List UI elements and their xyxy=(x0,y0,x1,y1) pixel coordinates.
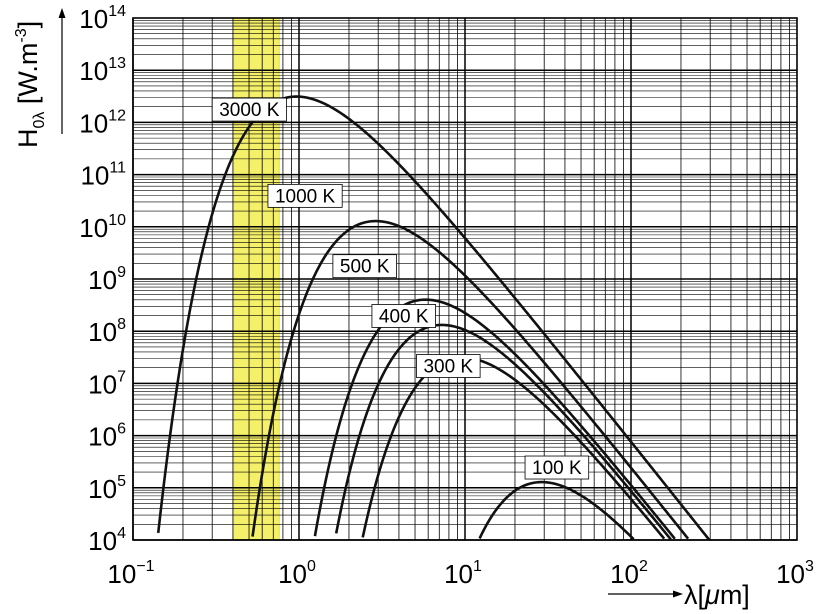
y-tick-exp: 4 xyxy=(117,525,126,542)
y-tick-base: 10 xyxy=(88,422,117,452)
x-tick-base: 10 xyxy=(278,559,307,589)
y-tick-exp: 5 xyxy=(117,473,126,490)
curve-label: 500 K xyxy=(332,254,397,279)
y-tick-base: 10 xyxy=(88,369,117,399)
y-tick-exp: 10 xyxy=(108,212,126,229)
x-tick-base: 10 xyxy=(107,559,136,589)
curve-label-text: 400 K xyxy=(379,306,429,327)
y-tick-base: 10 xyxy=(88,265,117,295)
x-tick-base: 10 xyxy=(444,559,473,589)
y-tick-exp: 6 xyxy=(117,421,126,438)
x-axis-arrow-head xyxy=(673,590,683,598)
x-tick-label: 101 xyxy=(444,558,482,589)
curve-label: 300 K xyxy=(416,354,481,378)
y-tick-label: 1012 xyxy=(79,107,126,138)
curve-label: 3000 K xyxy=(211,97,287,122)
y-axis-title-unit-exp: -3 xyxy=(13,28,30,42)
y-tick-base: 10 xyxy=(88,526,117,556)
curve-labels: 3000 K 1000 K 500 K 400 K 300 K 100 K xyxy=(211,97,590,480)
curve-label: 100 K xyxy=(524,455,590,480)
y-tick-exp: 9 xyxy=(117,264,126,281)
y-tick-exp: 13 xyxy=(108,55,126,72)
y-tick-label: 108 xyxy=(88,316,126,347)
curve-label-text: 500 K xyxy=(340,257,390,278)
x-tick-exp: 3 xyxy=(805,558,814,575)
y-axis-title-unit-close: ] xyxy=(13,21,43,29)
curve-label-text: 1000 K xyxy=(275,186,336,207)
x-tick-exp: 2 xyxy=(639,558,648,575)
curve-500k xyxy=(313,298,676,540)
y-tick-label: 109 xyxy=(88,264,126,295)
curve-3000k xyxy=(156,95,711,541)
curve-label-text: 100 K xyxy=(532,458,582,479)
y-tick-base: 10 xyxy=(79,213,108,243)
x-tick-label: 102 xyxy=(610,558,648,589)
y-tick-base: 10 xyxy=(79,4,108,34)
curve-300k xyxy=(361,356,666,540)
tick-labels: 10−1 100 101 102 103104105106107108109101010… xyxy=(79,3,814,589)
y-tick-exp: 14 xyxy=(108,3,126,20)
y-tick-exp: 11 xyxy=(109,160,126,177)
x-axis-title-mu: μ xyxy=(704,580,720,610)
y-axis-title: H0λ [W.m-3] xyxy=(13,21,48,148)
x-axis-title: λ[μm] xyxy=(684,580,750,610)
curve-label: 400 K xyxy=(371,304,436,328)
curve-label-box xyxy=(332,254,397,279)
curve-400k xyxy=(334,323,672,541)
curve-label-box xyxy=(371,304,436,328)
x-tick-exp: −1 xyxy=(136,558,154,575)
y-axis-title-unit: [W.m xyxy=(13,43,43,112)
curve-100k xyxy=(478,480,635,541)
x-tick-exp: 1 xyxy=(473,558,482,575)
y-tick-base: 10 xyxy=(79,56,108,86)
x-tick-label: 10−1 xyxy=(107,558,154,589)
y-tick-label: 1011 xyxy=(80,160,126,191)
curve-label-text: 300 K xyxy=(423,357,473,378)
x-tick-base: 10 xyxy=(610,559,639,589)
curve-label-box xyxy=(416,354,481,378)
curve-label-box xyxy=(524,455,590,480)
y-tick-label: 1014 xyxy=(79,3,126,34)
y-tick-label: 107 xyxy=(88,368,126,399)
x-axis-title-suffix: m] xyxy=(720,580,750,610)
x-tick-label: 100 xyxy=(278,558,316,589)
y-tick-exp: 12 xyxy=(108,107,126,124)
curve-label-box xyxy=(211,97,287,122)
y-axis-arrow-head xyxy=(58,8,66,18)
y-tick-label: 1010 xyxy=(79,212,126,243)
y-tick-label: 1013 xyxy=(79,55,126,86)
y-tick-base: 10 xyxy=(88,474,117,504)
y-tick-exp: 7 xyxy=(117,368,126,385)
curves xyxy=(156,95,711,541)
y-tick-base: 10 xyxy=(88,317,117,347)
curve-label-box xyxy=(267,183,343,208)
x-tick-base: 10 xyxy=(776,559,805,589)
curve-1000k xyxy=(251,219,690,540)
y-tick-exp: 8 xyxy=(117,316,126,333)
x-tick-label: 103 xyxy=(776,558,814,589)
y-tick-base: 10 xyxy=(80,161,109,191)
x-axis-title-prefix: λ[ xyxy=(684,580,706,610)
y-axis-title-sub: 0λ xyxy=(31,112,48,129)
y-tick-label: 106 xyxy=(88,421,126,452)
y-axis-title-main: H xyxy=(13,129,43,149)
x-tick-exp: 0 xyxy=(307,558,316,575)
curve-label: 1000 K xyxy=(267,183,343,208)
y-tick-base: 10 xyxy=(79,108,108,138)
curve-label-text: 3000 K xyxy=(219,100,280,121)
plot-frame xyxy=(132,17,798,541)
y-tick-label: 104 xyxy=(88,525,126,556)
y-tick-label: 105 xyxy=(88,473,126,504)
